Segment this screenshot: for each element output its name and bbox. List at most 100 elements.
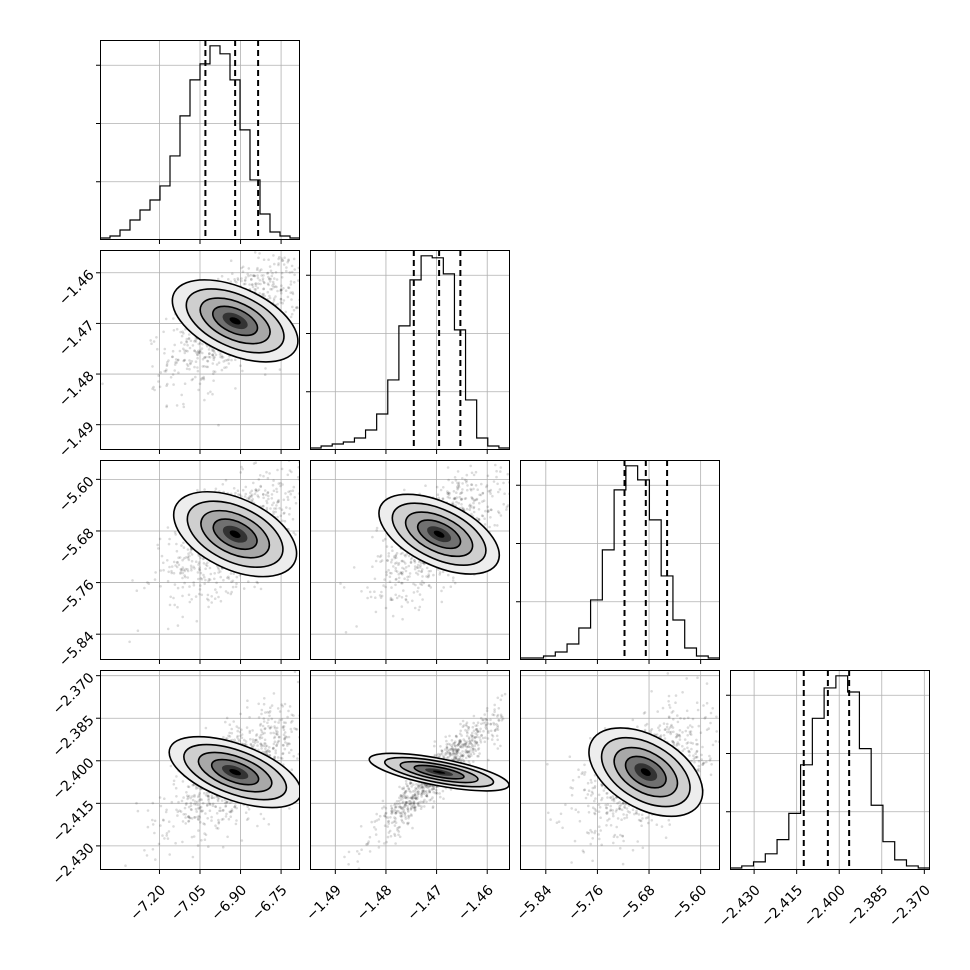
scatter-point [412, 794, 415, 797]
scatter-point [383, 814, 386, 818]
scatter-point [481, 514, 485, 518]
scatter-point [434, 791, 437, 795]
scatter-point [279, 289, 282, 293]
scatter-point [268, 280, 272, 283]
scatter-point [474, 728, 478, 732]
scatter-point [577, 775, 581, 779]
scatter-point [308, 496, 311, 499]
scatter-point [477, 508, 481, 511]
scatter-point [189, 551, 192, 554]
scatter-point [448, 751, 452, 755]
scatter-point [192, 581, 195, 584]
scatter-point [273, 262, 276, 266]
scatter-point [380, 594, 384, 598]
scatter-point [181, 615, 184, 619]
scatter-point [675, 742, 679, 746]
scatter-point [186, 568, 189, 571]
scatter-point [212, 370, 215, 373]
scatter-point [292, 485, 296, 489]
scatter-point [406, 578, 410, 582]
scatter-point [457, 483, 460, 486]
panel-frame [520, 460, 720, 660]
scatter-point [448, 743, 452, 746]
scatter-point [403, 488, 406, 492]
scatter-point [253, 287, 257, 291]
scatter-point [254, 455, 257, 458]
scatter-point [483, 523, 487, 526]
scatter-point [421, 568, 424, 571]
scatter-point [426, 784, 430, 787]
scatter-point [413, 805, 417, 808]
scatter-point [195, 619, 199, 623]
scatter-point [184, 816, 187, 819]
scatter-point [194, 787, 198, 790]
scatter-point [209, 572, 213, 576]
scatter-point [591, 806, 595, 809]
scatter-point [510, 474, 513, 477]
scatter-point [317, 513, 320, 516]
scatter-point [236, 734, 239, 738]
scatter-point [398, 835, 402, 839]
scatter-point [495, 734, 499, 738]
scatter-point [695, 749, 699, 753]
scatter-point [410, 814, 413, 817]
scatter-point [419, 800, 423, 804]
scatter-point [413, 809, 417, 812]
scatter-point [414, 794, 417, 797]
scatter-point [196, 488, 199, 492]
scatter-point [236, 736, 239, 739]
scatter-point [183, 359, 186, 362]
scatter-point [447, 748, 451, 752]
scatter-point [227, 278, 230, 281]
scatter-point [239, 712, 242, 716]
scatter-point [477, 518, 481, 521]
scatter-point [198, 382, 202, 386]
scatter-point [681, 744, 684, 748]
scatter-point [187, 820, 190, 823]
scatter-point [181, 566, 185, 569]
scatter-point [402, 589, 405, 592]
scatter-point [492, 713, 496, 717]
contours [150, 280, 321, 362]
scatter-point [277, 263, 280, 267]
scatter-point [246, 805, 249, 809]
scatter-point [485, 709, 489, 713]
scatter-point [230, 727, 233, 731]
scatter-point [496, 524, 499, 527]
scatter-point [400, 787, 404, 790]
scatter-point [600, 784, 604, 788]
scatter-point [174, 361, 177, 364]
scatter-point [415, 571, 418, 575]
scatter-point [254, 288, 257, 292]
scatter-point [202, 822, 205, 825]
scatter-point [276, 742, 279, 745]
scatter-point [202, 562, 206, 565]
scatter-point [461, 754, 465, 758]
scatter-point [397, 805, 401, 809]
scatter-point [392, 565, 395, 568]
scatter-point [203, 791, 206, 795]
scatter-point [260, 736, 264, 740]
scatter-point [373, 590, 376, 593]
scatter-point [686, 734, 689, 737]
contour-line [184, 752, 286, 791]
scatter-point [242, 282, 246, 286]
scatter-point [423, 798, 426, 802]
scatter-point [162, 330, 165, 334]
scatter-point [204, 567, 207, 571]
scatter-point [170, 800, 174, 804]
scatter-point [694, 752, 697, 755]
y-tick-label: −1.49 [56, 419, 98, 461]
contour-line [362, 758, 516, 787]
scatter-point [192, 783, 195, 787]
scatter-point [473, 747, 476, 751]
scatter-point [181, 594, 184, 598]
scatter-point [373, 820, 377, 823]
scatter-point [497, 510, 500, 513]
scatter-point [203, 488, 206, 491]
scatter-point [216, 797, 220, 801]
scatter-point [289, 291, 293, 295]
scatter-point [250, 493, 254, 497]
scatter-point [186, 797, 189, 801]
scatter-point [189, 804, 193, 807]
